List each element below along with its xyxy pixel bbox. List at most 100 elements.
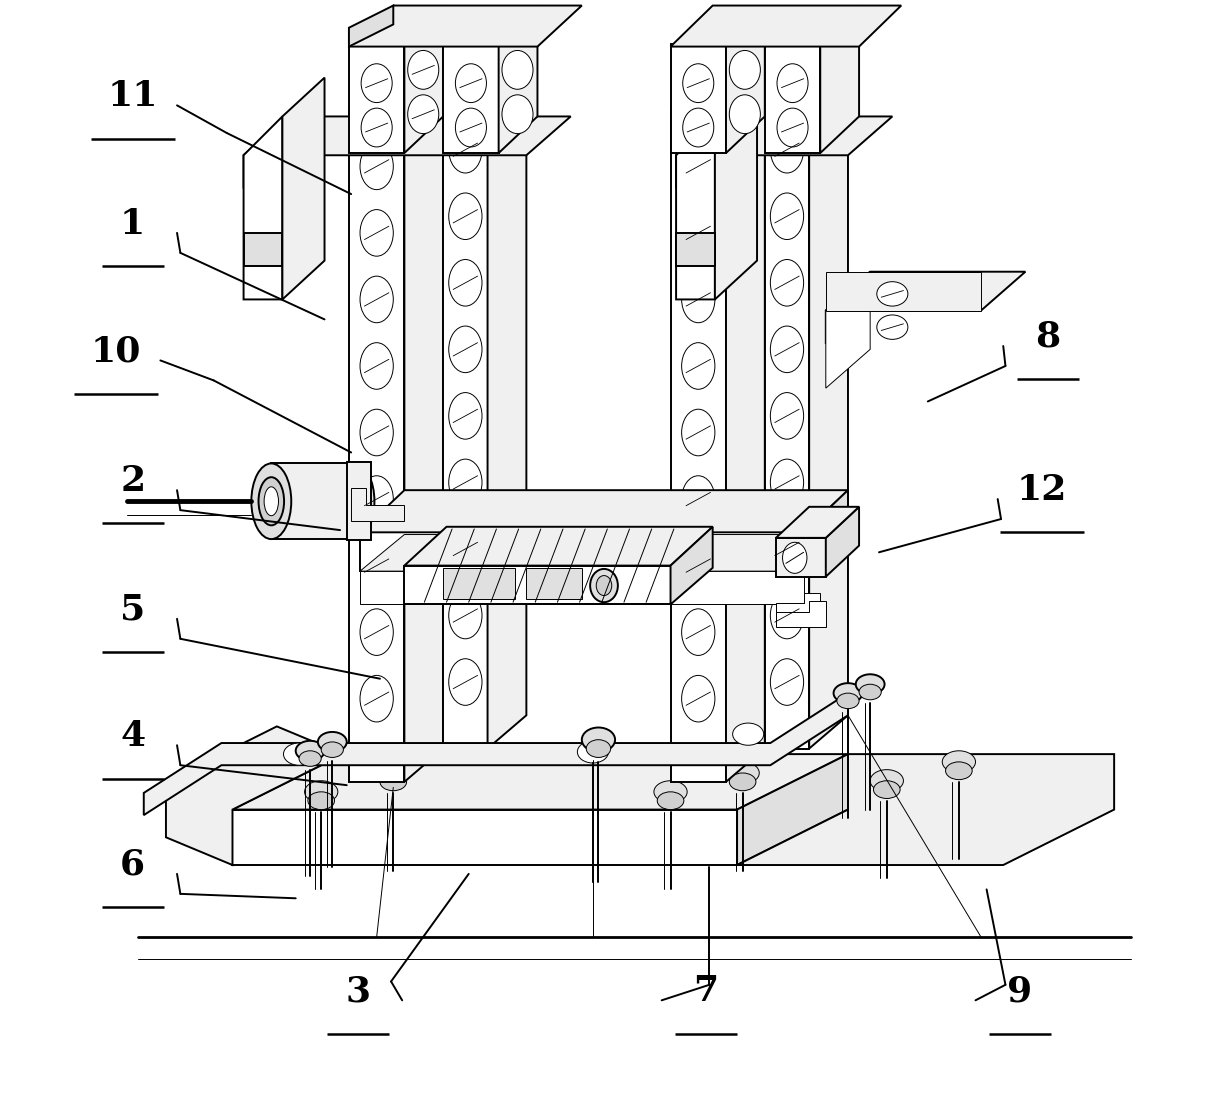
Ellipse shape [681, 143, 715, 190]
Ellipse shape [859, 684, 882, 700]
Polygon shape [676, 233, 715, 266]
Ellipse shape [771, 126, 803, 173]
Ellipse shape [360, 542, 394, 589]
Ellipse shape [448, 459, 482, 506]
Ellipse shape [681, 542, 715, 589]
Ellipse shape [300, 751, 321, 766]
Polygon shape [405, 566, 670, 604]
Polygon shape [676, 116, 715, 299]
Ellipse shape [597, 576, 611, 596]
Polygon shape [244, 116, 288, 189]
Ellipse shape [360, 675, 394, 722]
Polygon shape [360, 532, 803, 571]
Polygon shape [776, 593, 820, 621]
Polygon shape [144, 693, 848, 815]
Polygon shape [726, 6, 765, 153]
Text: 3: 3 [345, 974, 371, 1008]
Ellipse shape [730, 50, 760, 90]
Ellipse shape [771, 659, 803, 705]
Ellipse shape [681, 409, 715, 456]
Ellipse shape [783, 542, 807, 573]
Polygon shape [232, 754, 848, 810]
Polygon shape [737, 754, 848, 865]
Polygon shape [360, 535, 848, 571]
Ellipse shape [771, 526, 803, 572]
Polygon shape [826, 272, 981, 311]
Ellipse shape [259, 477, 284, 526]
Text: 12: 12 [1017, 472, 1067, 507]
Polygon shape [244, 116, 570, 155]
Ellipse shape [582, 728, 615, 752]
Polygon shape [776, 507, 859, 538]
Ellipse shape [265, 487, 279, 516]
Polygon shape [670, 44, 726, 153]
Polygon shape [360, 571, 803, 604]
Ellipse shape [877, 315, 908, 339]
Polygon shape [826, 272, 870, 344]
Polygon shape [670, 111, 726, 782]
Ellipse shape [503, 95, 533, 134]
Polygon shape [347, 462, 371, 540]
Ellipse shape [448, 126, 482, 173]
Text: 10: 10 [91, 334, 141, 368]
Ellipse shape [771, 459, 803, 506]
Polygon shape [826, 272, 870, 388]
Ellipse shape [408, 50, 439, 90]
Ellipse shape [873, 781, 900, 798]
Ellipse shape [360, 276, 394, 323]
Polygon shape [349, 44, 405, 153]
Ellipse shape [304, 781, 338, 803]
Polygon shape [499, 6, 538, 153]
Polygon shape [826, 507, 859, 577]
Ellipse shape [360, 476, 394, 522]
Ellipse shape [448, 592, 482, 639]
Ellipse shape [771, 260, 803, 306]
Ellipse shape [360, 143, 394, 190]
Ellipse shape [360, 343, 394, 389]
Ellipse shape [360, 210, 394, 256]
Polygon shape [443, 44, 499, 153]
Ellipse shape [726, 762, 760, 784]
Ellipse shape [361, 109, 393, 147]
Ellipse shape [730, 95, 760, 134]
Text: 2: 2 [120, 464, 145, 498]
Polygon shape [165, 726, 343, 865]
Text: 8: 8 [1035, 319, 1061, 354]
Polygon shape [826, 272, 1026, 311]
Text: 4: 4 [120, 719, 145, 753]
Polygon shape [443, 568, 516, 599]
Polygon shape [405, 527, 713, 566]
Ellipse shape [771, 326, 803, 373]
Polygon shape [405, 78, 443, 782]
Ellipse shape [318, 732, 347, 752]
Polygon shape [765, 44, 820, 153]
Ellipse shape [870, 770, 904, 792]
Polygon shape [349, 6, 394, 47]
Polygon shape [726, 78, 765, 782]
Text: 9: 9 [1007, 974, 1033, 1008]
Polygon shape [715, 78, 757, 299]
Ellipse shape [591, 569, 617, 602]
Polygon shape [809, 44, 848, 749]
Ellipse shape [681, 609, 715, 655]
Polygon shape [244, 233, 283, 266]
Ellipse shape [777, 109, 808, 147]
Polygon shape [820, 6, 859, 153]
Ellipse shape [771, 193, 803, 240]
Ellipse shape [681, 276, 715, 323]
Ellipse shape [657, 792, 684, 810]
Ellipse shape [855, 674, 884, 694]
Ellipse shape [296, 741, 325, 761]
Ellipse shape [448, 526, 482, 572]
Ellipse shape [681, 343, 715, 389]
Ellipse shape [335, 464, 374, 539]
Ellipse shape [654, 781, 687, 803]
Ellipse shape [834, 683, 863, 703]
Ellipse shape [381, 773, 407, 791]
Ellipse shape [448, 193, 482, 240]
Text: 1: 1 [120, 206, 145, 241]
Ellipse shape [577, 741, 609, 763]
Ellipse shape [448, 326, 482, 373]
Polygon shape [349, 6, 582, 47]
Polygon shape [443, 78, 488, 749]
